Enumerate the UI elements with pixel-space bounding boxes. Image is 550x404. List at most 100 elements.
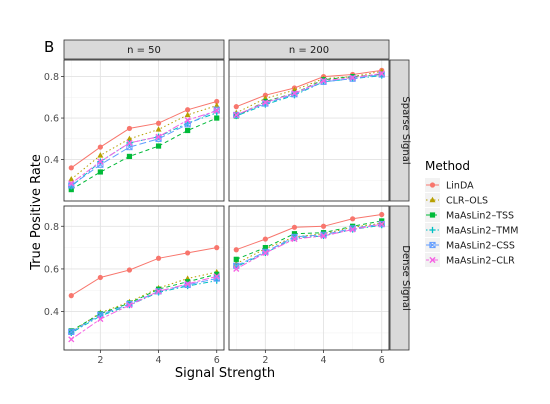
- series-line: [236, 223, 382, 267]
- legend-item-label: MaAsLin2–CLR: [446, 256, 515, 267]
- facet-strip-row: Dense Signal: [389, 205, 411, 351]
- data-point: [126, 135, 133, 141]
- panel-border: [228, 59, 390, 202]
- series-line: [236, 70, 382, 114]
- legend: LinDA CLR–OLS MaAsLin2–TSS MaAsLin2–TMM MaAs…: [425, 178, 518, 267]
- data-point: [184, 111, 191, 118]
- data-point: [291, 231, 298, 237]
- data-point: [68, 165, 74, 171]
- series-line: [236, 75, 382, 117]
- facet-strip-row-label: Dense Signal: [400, 245, 411, 310]
- series-line: [236, 69, 382, 108]
- legend-item: CLR–OLS: [425, 193, 488, 207]
- data-point: [126, 153, 133, 160]
- data-point: [291, 90, 298, 97]
- panel-background: [64, 206, 224, 350]
- y-tick-label: 0.8: [44, 72, 59, 83]
- legend-key-marker: [429, 182, 436, 188]
- panel-background: [229, 60, 389, 201]
- y-tick-label: 0.6: [44, 114, 59, 125]
- series-line: [71, 101, 217, 169]
- data-point: [155, 133, 162, 140]
- facet-strip-column-label: n = 50: [127, 45, 161, 56]
- series-line: [236, 73, 382, 116]
- data-point: [97, 144, 103, 150]
- series-group: [68, 115, 220, 193]
- facet-panel: 0.4 0.6 0.8: [44, 59, 225, 202]
- data-point: [233, 111, 240, 119]
- data-point: [233, 256, 239, 262]
- data-point: [97, 158, 104, 165]
- facet-panel: 0.4 0.6 0.8 2 4 6: [44, 205, 225, 366]
- facet-strip-column: n = 200: [228, 39, 390, 60]
- data-point: [68, 180, 75, 187]
- x-tick-label: 6: [214, 355, 220, 366]
- data-point: [68, 183, 75, 190]
- data-point: [68, 329, 75, 337]
- data-point: [262, 99, 269, 106]
- data-point: [233, 112, 240, 120]
- data-point: [155, 126, 162, 132]
- data-point: [155, 288, 162, 295]
- data-point: [233, 265, 240, 273]
- y-tick-label: 0.8: [44, 222, 59, 233]
- legend-item: LinDA: [425, 178, 474, 192]
- data-point: [350, 216, 356, 222]
- legend-key-marker: [429, 226, 436, 234]
- x-axis-title: Signal Strength: [175, 366, 275, 381]
- legend-key-marker: [429, 256, 436, 264]
- data-point: [262, 249, 269, 257]
- data-point: [184, 117, 191, 124]
- x-tick-label: 6: [379, 355, 385, 366]
- facet-strip-row: Sparse Signal: [389, 59, 411, 202]
- data-point: [126, 125, 133, 132]
- panel-background: [64, 60, 224, 201]
- data-point: [349, 226, 356, 233]
- panel-tag: B: [44, 38, 54, 56]
- series-group: [68, 107, 220, 187]
- series-group: [233, 221, 385, 273]
- data-point: [97, 152, 104, 158]
- data-point: [320, 223, 327, 229]
- legend-item: MaAsLin2–TMM: [425, 223, 518, 237]
- series-line: [71, 273, 217, 332]
- data-point: [97, 169, 103, 175]
- series-line: [236, 220, 382, 260]
- data-point: [378, 71, 385, 78]
- facet-strip-row-label: Sparse Signal: [400, 96, 411, 164]
- data-point: [378, 70, 385, 77]
- series-line: [236, 214, 382, 251]
- data-point: [126, 139, 133, 147]
- data-point: [262, 245, 268, 251]
- data-point: [68, 328, 75, 335]
- data-point: [126, 267, 133, 273]
- x-tick-label: 4: [321, 355, 327, 366]
- series-group: [68, 102, 220, 182]
- data-point: [184, 280, 191, 287]
- series-group: [68, 245, 220, 299]
- data-point: [68, 176, 75, 182]
- data-point: [213, 102, 220, 108]
- series-line: [71, 247, 217, 297]
- data-point: [233, 104, 239, 110]
- series-line: [71, 271, 217, 333]
- data-point: [185, 107, 191, 113]
- data-point: [349, 75, 356, 82]
- data-point: [379, 211, 385, 218]
- y-tick-label: 0.4: [44, 307, 59, 318]
- data-point: [378, 222, 385, 229]
- data-point: [378, 221, 385, 228]
- data-point: [214, 98, 220, 105]
- data-point: [155, 143, 162, 149]
- legend-key-marker: [429, 196, 436, 203]
- data-point: [68, 336, 75, 343]
- data-point: [233, 247, 239, 253]
- data-point: [126, 302, 133, 309]
- legend-item: MaAsLin2–TSS: [425, 208, 514, 222]
- data-point: [214, 245, 220, 251]
- data-point: [155, 120, 162, 126]
- series-line: [236, 223, 382, 270]
- data-point: [320, 232, 327, 239]
- legend-item: MaAsLin2–CSS: [425, 238, 515, 252]
